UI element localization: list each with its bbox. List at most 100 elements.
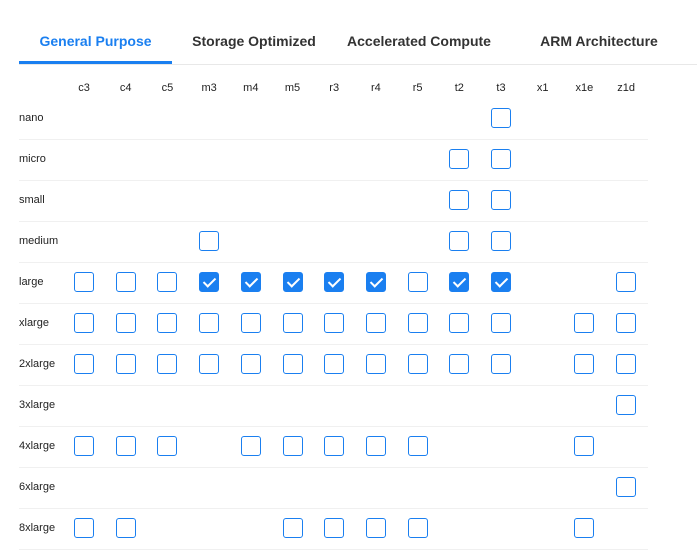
tab-arm-architecture[interactable]: ARM Architecture xyxy=(540,33,658,49)
checkbox-r5-4xlarge[interactable] xyxy=(407,436,428,456)
checkbox-t2-large[interactable] xyxy=(449,272,470,292)
column-header-c5: c5 xyxy=(161,82,174,94)
checkbox-r3-xlarge[interactable] xyxy=(324,313,345,333)
row-8xlarge: 8xlarge xyxy=(19,508,648,550)
checkbox-t2-micro[interactable] xyxy=(449,149,470,169)
checkbox-x1e-2xlarge[interactable] xyxy=(574,354,595,374)
checkbox-x1e-xlarge[interactable] xyxy=(574,313,595,333)
checkbox-r3-4xlarge[interactable] xyxy=(324,436,345,456)
checkbox-r5-large[interactable] xyxy=(407,272,428,292)
checkbox-r3-large[interactable] xyxy=(324,272,345,292)
row-4xlarge: 4xlarge xyxy=(19,426,648,468)
checkbox-c4-xlarge[interactable] xyxy=(115,313,136,333)
checkbox-t3-2xlarge[interactable] xyxy=(491,354,511,374)
checkbox-m3-large[interactable] xyxy=(199,272,220,292)
checkbox-r5-8xlarge[interactable] xyxy=(407,518,428,538)
instance-family-tabs: General Purpose Storage Optimized Accelera… xyxy=(19,20,697,65)
column-header-r4: r4 xyxy=(371,82,381,94)
column-header-m5: m5 xyxy=(284,82,301,94)
row-nano: nano xyxy=(19,98,648,140)
checkbox-m3-medium[interactable] xyxy=(199,231,220,251)
row-label: micro xyxy=(19,153,46,165)
checkbox-c4-2xlarge[interactable] xyxy=(115,354,136,374)
tab-general-purpose[interactable]: General Purpose xyxy=(19,20,172,64)
row-xlarge: xlarge xyxy=(19,303,648,345)
checkbox-m5-large[interactable] xyxy=(282,272,303,292)
checkbox-r3-8xlarge[interactable] xyxy=(324,518,345,538)
checkbox-m4-4xlarge[interactable] xyxy=(240,436,261,456)
checkbox-m5-2xlarge[interactable] xyxy=(282,354,303,374)
checkbox-m4-xlarge[interactable] xyxy=(240,313,261,333)
checkbox-r4-large[interactable] xyxy=(365,272,386,292)
checkbox-m5-8xlarge[interactable] xyxy=(282,518,303,538)
row-label: 6xlarge xyxy=(19,481,56,493)
checkbox-r4-8xlarge[interactable] xyxy=(365,518,386,538)
checkbox-t2-xlarge[interactable] xyxy=(449,313,470,333)
checkbox-c3-2xlarge[interactable] xyxy=(74,354,94,374)
checkbox-c5-large[interactable] xyxy=(157,272,178,292)
row-label: large xyxy=(19,276,44,288)
checkbox-c4-8xlarge[interactable] xyxy=(115,518,136,538)
checkbox-c3-large[interactable] xyxy=(74,272,94,292)
checkbox-c3-8xlarge[interactable] xyxy=(74,518,94,538)
column-header-x1e: x1e xyxy=(575,82,594,94)
row-label: 8xlarge xyxy=(19,522,56,534)
row-2xlarge: 2xlarge xyxy=(19,344,648,386)
checkbox-c4-large[interactable] xyxy=(115,272,136,292)
row-6xlarge: 6xlarge xyxy=(19,467,648,509)
row-label: nano xyxy=(19,112,44,124)
checkbox-t3-large[interactable] xyxy=(491,272,511,292)
checkbox-t3-xlarge[interactable] xyxy=(491,313,511,333)
checkbox-t3-medium[interactable] xyxy=(491,231,511,251)
column-header-m4: m4 xyxy=(243,82,259,94)
checkbox-t2-medium[interactable] xyxy=(449,231,470,251)
checkbox-r5-xlarge[interactable] xyxy=(407,313,428,333)
checkbox-t3-micro[interactable] xyxy=(491,149,511,169)
row-label: medium xyxy=(19,235,59,247)
checkbox-r4-xlarge[interactable] xyxy=(365,313,386,333)
checkbox-r5-2xlarge[interactable] xyxy=(407,354,428,374)
row-label: 4xlarge xyxy=(19,440,56,452)
checkbox-x1e-4xlarge[interactable] xyxy=(574,436,595,456)
checkbox-t3-small[interactable] xyxy=(491,190,511,210)
checkbox-z1d-xlarge[interactable] xyxy=(616,313,637,333)
checkbox-m5-4xlarge[interactable] xyxy=(282,436,303,456)
row-medium: medium xyxy=(19,221,648,263)
row-label: small xyxy=(19,194,45,206)
checkbox-m3-xlarge[interactable] xyxy=(199,313,220,333)
checkbox-t3-nano[interactable] xyxy=(491,108,511,128)
checkbox-c5-xlarge[interactable] xyxy=(157,313,178,333)
row-label: 2xlarge xyxy=(19,358,56,370)
column-header-r5: r5 xyxy=(412,82,423,94)
checkbox-c3-4xlarge[interactable] xyxy=(74,436,94,456)
column-header-m3: m3 xyxy=(201,82,217,94)
checkbox-x1e-8xlarge[interactable] xyxy=(574,518,595,538)
checkbox-z1d-6xlarge[interactable] xyxy=(616,477,637,497)
checkbox-m4-2xlarge[interactable] xyxy=(240,354,261,374)
row-large: large xyxy=(19,262,648,304)
checkbox-c5-4xlarge[interactable] xyxy=(157,436,178,456)
column-header-z1d: z1d xyxy=(617,82,635,94)
checkbox-c4-4xlarge[interactable] xyxy=(115,436,136,456)
checkbox-c3-xlarge[interactable] xyxy=(74,313,94,333)
checkbox-r3-2xlarge[interactable] xyxy=(324,354,345,374)
checkbox-t2-small[interactable] xyxy=(449,190,470,210)
tab-accelerated-compute[interactable]: Accelerated Compute xyxy=(347,33,491,49)
checkbox-c5-2xlarge[interactable] xyxy=(157,354,178,374)
row-label: 3xlarge xyxy=(19,399,56,411)
row-micro: micro xyxy=(19,139,648,181)
row-small: small xyxy=(19,180,648,222)
row-3xlarge: 3xlarge xyxy=(19,385,648,427)
checkbox-z1d-2xlarge[interactable] xyxy=(616,354,637,374)
checkbox-z1d-3xlarge[interactable] xyxy=(616,395,637,415)
column-header-t2: t2 xyxy=(454,82,464,94)
checkbox-r4-2xlarge[interactable] xyxy=(365,354,386,374)
checkbox-z1d-large[interactable] xyxy=(616,272,637,292)
checkbox-t2-2xlarge[interactable] xyxy=(449,354,470,374)
checkbox-m5-xlarge[interactable] xyxy=(282,313,303,333)
checkbox-m4-large[interactable] xyxy=(240,272,261,292)
tab-storage-optimized[interactable]: Storage Optimized xyxy=(192,33,316,49)
column-header-x1: x1 xyxy=(536,82,549,94)
checkbox-m3-2xlarge[interactable] xyxy=(199,354,220,374)
checkbox-r4-4xlarge[interactable] xyxy=(365,436,386,456)
